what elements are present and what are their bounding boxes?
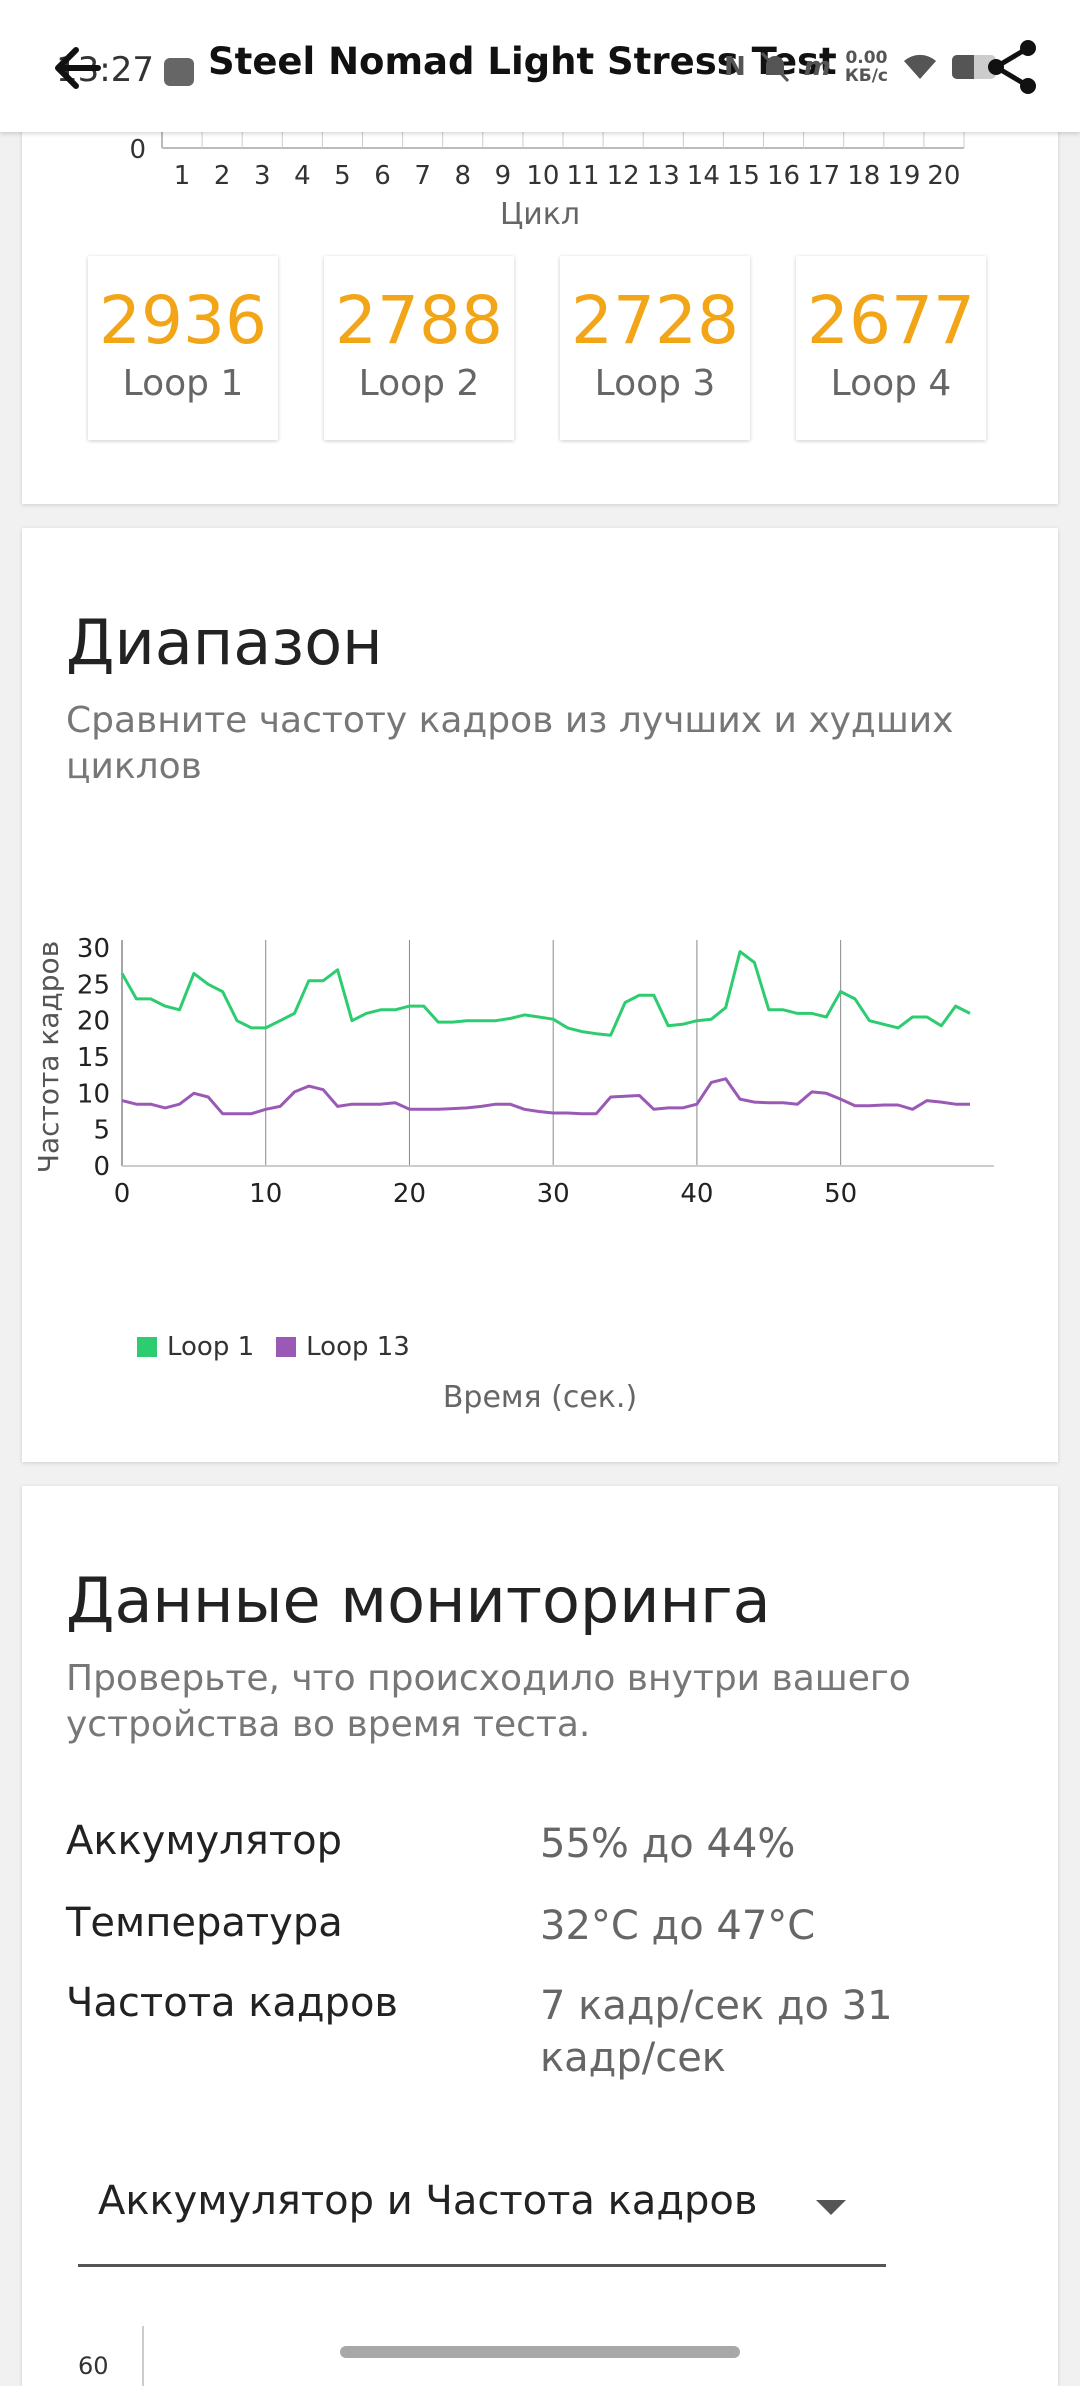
legend-label-loop-13: Loop 13 bbox=[306, 1332, 410, 1362]
x-tick-label: 30 bbox=[537, 1179, 570, 1209]
bell-muted-icon bbox=[760, 51, 789, 83]
x-tick-label: 19 bbox=[887, 161, 920, 191]
y-tick-label: 5 bbox=[93, 1116, 110, 1146]
y-axis-title: Частота кадров bbox=[32, 941, 65, 1173]
x-tick-label: 11 bbox=[567, 161, 600, 191]
x-tick-label: 16 bbox=[767, 161, 800, 191]
net-speed-value: 0.00 bbox=[845, 48, 888, 68]
series-line-loop-1 bbox=[120, 950, 971, 1037]
loop-label: Loop 2 bbox=[358, 363, 480, 404]
select-value: Аккумулятор и Частота кадров bbox=[98, 2178, 758, 2224]
chevron-down-icon bbox=[816, 2200, 846, 2215]
x-tick-label: 17 bbox=[807, 161, 840, 191]
x-tick-label: 10 bbox=[526, 161, 559, 191]
y-tick-label: 0 bbox=[93, 1152, 110, 1182]
y-tick-label: 10 bbox=[77, 1079, 110, 1109]
net-speed-unit: КБ/с bbox=[844, 66, 888, 86]
x-tick-label: 10 bbox=[249, 1179, 282, 1209]
loop-score-card[interactable]: 2788 Loop 2 bbox=[324, 256, 514, 440]
legend-swatch-loop-13 bbox=[276, 1337, 297, 1357]
range-card: Диапазон Сравните частоту кадров из лучш… bbox=[22, 528, 1058, 1462]
back-arrow-icon[interactable] bbox=[48, 38, 108, 98]
x-tick-label: 15 bbox=[727, 161, 760, 191]
x-tick-label: 50 bbox=[824, 1179, 857, 1209]
page-title: Steel Nomad Light Stress Test bbox=[208, 40, 837, 83]
loop-score-card[interactable]: 2936 Loop 1 bbox=[88, 256, 278, 440]
monitoring-title: Данные мониторинга bbox=[66, 1564, 771, 1637]
x-tick-label: 13 bbox=[647, 161, 680, 191]
x-tick-label: 1 bbox=[174, 161, 191, 191]
loop-score: 2788 bbox=[335, 282, 503, 359]
loop-score-card[interactable]: 2677 Loop 4 bbox=[796, 256, 986, 440]
net-speed: 0.00 КБ/с bbox=[845, 49, 888, 85]
x-axis-title: Время (сек.) bbox=[442, 1380, 638, 1415]
x-tick-label: 12 bbox=[607, 161, 640, 191]
x-tick-label: 6 bbox=[374, 161, 391, 191]
y-tick-label: 15 bbox=[77, 1043, 110, 1073]
monitoring-card: Данные мониторинга Проверьте, что происх… bbox=[22, 1486, 1058, 2386]
x-tick-label: 20 bbox=[393, 1179, 426, 1209]
y-tick-label: 30 bbox=[77, 934, 110, 964]
nfc-icon: N bbox=[724, 52, 746, 82]
status-icons: N m 0.00 КБ/с bbox=[724, 42, 996, 92]
home-indicator[interactable] bbox=[340, 2346, 740, 2358]
x-tick-label: 8 bbox=[454, 161, 471, 191]
legend-label-loop-1: Loop 1 bbox=[167, 1332, 255, 1362]
monitor-value: 7 кадр/сек до 31 кадр/сек bbox=[540, 1983, 893, 2081]
app-notification-icon bbox=[164, 58, 194, 86]
x-tick-label: 4 bbox=[294, 161, 311, 191]
loop-label: Loop 1 bbox=[122, 363, 244, 404]
x-tick-label: 9 bbox=[495, 161, 512, 191]
chart-legend: Loop 1 Loop 13 bbox=[137, 1332, 410, 1362]
x-tick-label: 14 bbox=[687, 161, 720, 191]
next-chart-axis bbox=[142, 2326, 144, 2386]
range-title: Диапазон bbox=[66, 606, 383, 679]
monitoring-chart-select[interactable]: Аккумулятор и Частота кадров bbox=[78, 2168, 886, 2267]
loop-label: Loop 4 bbox=[830, 363, 952, 404]
x-tick-label: 18 bbox=[847, 161, 880, 191]
loop-score: 2936 bbox=[99, 282, 267, 359]
x-tick-label: 40 bbox=[680, 1179, 713, 1209]
x-tick-label: 7 bbox=[414, 161, 431, 191]
monitor-key: Аккумулятор bbox=[66, 1818, 342, 1864]
x-tick-label: 5 bbox=[334, 161, 351, 191]
fps-range-chart: 0 10 20 30 40 50 0 5 10 15 20 25 30 Частота кадров bbox=[32, 934, 994, 1209]
x-tick-label: 0 bbox=[114, 1179, 131, 1209]
top-chart-x-axis-title: Цикл bbox=[500, 197, 580, 232]
monitoring-subtitle: Проверьте, что происходило внутри вашего… bbox=[66, 1658, 911, 1745]
loop-label: Loop 3 bbox=[594, 363, 716, 404]
signal-brand-icon: m bbox=[803, 52, 831, 82]
next-chart-tick: 60 bbox=[78, 2352, 109, 2380]
loop-score-card[interactable]: 2728 Loop 3 bbox=[560, 256, 750, 440]
x-tick-label: 20 bbox=[927, 161, 960, 191]
x-tick-label: 2 bbox=[214, 161, 231, 191]
monitor-key: Частота кадров bbox=[66, 1980, 398, 2026]
wifi-icon bbox=[904, 54, 936, 79]
legend-swatch-loop-1 bbox=[137, 1337, 157, 1357]
monitor-value: 32°C до 47°C bbox=[540, 1903, 816, 1949]
range-subtitle: Сравните частоту кадров из лучших и худш… bbox=[66, 700, 954, 787]
x-tick-label: 3 bbox=[254, 161, 271, 191]
loop-score: 2677 bbox=[807, 282, 975, 359]
monitor-value: 55% до 44% bbox=[540, 1821, 796, 1867]
loop-score: 2728 bbox=[571, 282, 739, 359]
share-icon[interactable] bbox=[982, 36, 1044, 98]
series-line-loop-13 bbox=[121, 1077, 970, 1116]
y-tick-label: 0 bbox=[129, 135, 146, 165]
app-bar: 13:27 Steel Nomad Light Stress Test N m … bbox=[0, 0, 1080, 132]
y-tick-label: 20 bbox=[77, 1007, 110, 1037]
y-tick-label: 25 bbox=[77, 970, 110, 1000]
monitor-key: Температура bbox=[66, 1900, 343, 1946]
